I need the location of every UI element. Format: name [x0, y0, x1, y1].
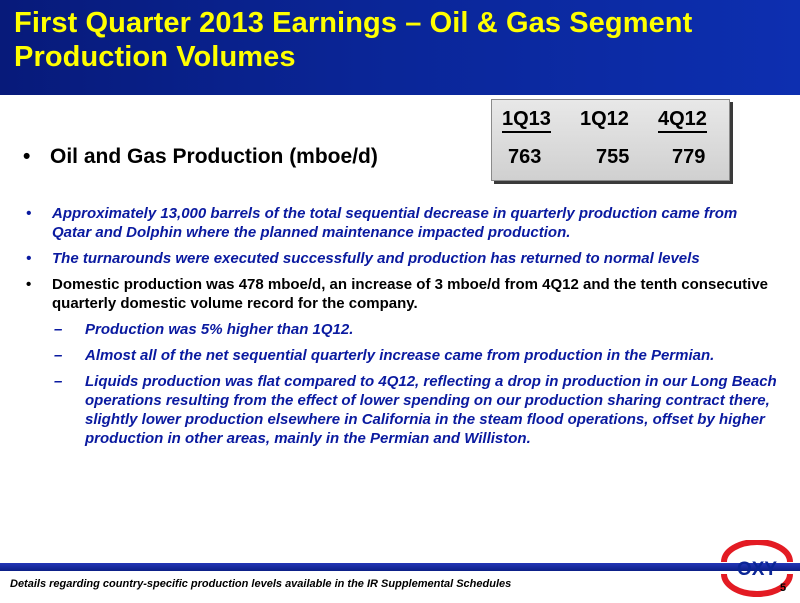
table-header-4q12: 4Q12 [658, 108, 707, 133]
sub-bullet-item: – Almost all of the net sequential quart… [20, 346, 780, 365]
production-table: 1Q13 1Q12 4Q12 763 755 779 [491, 99, 730, 181]
title-line-2: Production Volumes [14, 41, 296, 73]
oxy-logo-graphic: OXY [721, 539, 793, 597]
table-header-1q12: 1Q12 [580, 108, 629, 131]
bullet-marker: • [23, 145, 31, 168]
header-banner: First Quarter 2013 Earnings – Oil & Gas … [0, 0, 800, 95]
bullet-item: • Approximately 13,000 barrels of the to… [20, 204, 780, 242]
table-value-1q13: 763 [508, 146, 542, 168]
page-number: 5 [780, 582, 787, 594]
logo-text: OXY [737, 559, 777, 580]
bullet-list: • Approximately 13,000 barrels of the to… [20, 204, 780, 455]
footer-note: Details regarding country-specific produ… [10, 578, 512, 590]
title-line-1: First Quarter 2013 Earnings – Oil & Gas … [14, 7, 693, 39]
sub-bullet-item: – Production was 5% higher than 1Q12. [20, 320, 780, 339]
sub-bullet-marker: – [54, 321, 63, 338]
footer-band [0, 563, 800, 571]
sub-bullet-marker: – [54, 347, 63, 364]
table-value-1q12: 755 [596, 146, 630, 168]
bullet-text: Domestic production was 478 mboe/d, an i… [52, 276, 769, 312]
table-header-1q13: 1Q13 [502, 108, 551, 133]
sub-bullet-item: – Liquids production was flat compared t… [20, 372, 780, 448]
sub-bullet-marker: – [54, 373, 63, 390]
table-header-1q12-text: 1Q12 [580, 108, 629, 130]
sub-bullet-text: Production was 5% higher than 1Q12. [85, 321, 354, 338]
bullet-item: • Domestic production was 478 mboe/d, an… [20, 275, 780, 313]
bullet-marker: • [26, 276, 32, 293]
bullet-text: The turnarounds were executed successful… [52, 250, 700, 267]
main-bullet-text: Oil and Gas Production (mboe/d) [50, 145, 378, 168]
slide-title: First Quarter 2013 Earnings – Oil & Gas … [14, 6, 692, 74]
bullet-text: Approximately 13,000 barrels of the tota… [52, 205, 738, 241]
sub-bullet-text: Almost all of the net sequential quarter… [85, 347, 715, 364]
sub-bullet-text: Liquids production was flat compared to … [85, 373, 777, 447]
oxy-logo: OXY [718, 539, 796, 603]
bullet-item: • The turnarounds were executed successf… [20, 249, 780, 268]
table-value-4q12: 779 [672, 146, 706, 168]
bullet-marker: • [26, 205, 32, 222]
bullet-marker: • [26, 250, 32, 267]
